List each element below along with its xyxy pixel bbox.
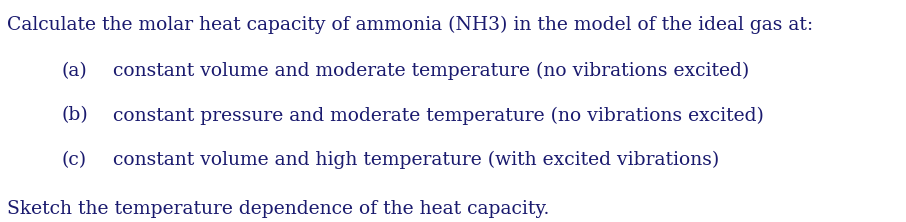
Text: constant volume and moderate temperature (no vibrations excited): constant volume and moderate temperature… bbox=[113, 62, 749, 80]
Text: constant volume and high temperature (with excited vibrations): constant volume and high temperature (wi… bbox=[113, 151, 719, 169]
Text: Sketch the temperature dependence of the heat capacity.: Sketch the temperature dependence of the… bbox=[7, 200, 550, 218]
Text: Calculate the molar heat capacity of ammonia (NH3) in the model of the ideal gas: Calculate the molar heat capacity of amm… bbox=[7, 16, 814, 34]
Text: constant pressure and moderate temperature (no vibrations excited): constant pressure and moderate temperatu… bbox=[113, 107, 764, 125]
Text: (b): (b) bbox=[62, 107, 89, 125]
Text: (a): (a) bbox=[62, 62, 87, 80]
Text: (c): (c) bbox=[62, 151, 87, 169]
